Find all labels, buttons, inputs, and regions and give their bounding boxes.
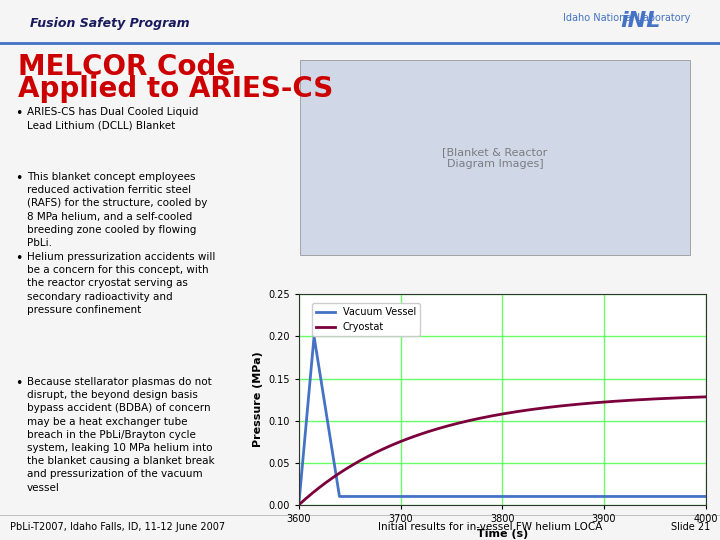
FancyBboxPatch shape bbox=[300, 60, 690, 255]
Text: Because stellarator plasmas do not
disrupt, the beyond design basis
bypass accid: Because stellarator plasmas do not disru… bbox=[27, 377, 215, 492]
Cryostat bbox=[701, 394, 710, 400]
Cryostat bbox=[296, 501, 305, 507]
Text: PbLi-T2007, Idaho Falls, ID, 11-12 June 2007: PbLi-T2007, Idaho Falls, ID, 11-12 June … bbox=[10, 522, 225, 532]
Vacuum Vessel bbox=[380, 493, 389, 500]
Text: Applied to ARIES-CS: Applied to ARIES-CS bbox=[18, 75, 333, 103]
Text: Idaho National Laboratory: Idaho National Laboratory bbox=[562, 13, 690, 23]
Cryostat bbox=[294, 502, 303, 508]
Legend: Vacuum Vessel, Cryostat: Vacuum Vessel, Cryostat bbox=[312, 303, 420, 336]
Vacuum Vessel bbox=[294, 502, 303, 508]
Text: ARIES-CS has Dual Cooled Liquid
Lead Lithium (DCLL) Blanket: ARIES-CS has Dual Cooled Liquid Lead Lit… bbox=[27, 107, 199, 130]
Y-axis label: Pressure (MPa): Pressure (MPa) bbox=[253, 352, 263, 448]
Line: Vacuum Vessel: Vacuum Vessel bbox=[299, 336, 706, 505]
Text: iNL: iNL bbox=[620, 11, 660, 31]
Text: Helium pressurization accidents will
be a concern for this concept, with
the rea: Helium pressurization accidents will be … bbox=[27, 252, 215, 315]
Text: This blanket concept employees
reduced activation ferritic steel
(RAFS) for the : This blanket concept employees reduced a… bbox=[27, 172, 207, 248]
Text: •: • bbox=[15, 252, 22, 265]
Text: Slide 21: Slide 21 bbox=[671, 522, 710, 532]
Text: Fusion Safety Program: Fusion Safety Program bbox=[30, 17, 189, 30]
Text: •: • bbox=[15, 107, 22, 120]
Vacuum Vessel bbox=[315, 366, 323, 373]
Text: •: • bbox=[15, 377, 22, 390]
Cryostat bbox=[544, 404, 552, 410]
Cryostat bbox=[535, 405, 544, 411]
Text: [Blanket & Reactor
Diagram Images]: [Blanket & Reactor Diagram Images] bbox=[442, 147, 548, 169]
Vacuum Vessel bbox=[310, 333, 318, 340]
Text: MELCOR Code: MELCOR Code bbox=[18, 53, 235, 81]
Text: Initial results for in-vessel FW helium LOCA: Initial results for in-vessel FW helium … bbox=[378, 522, 602, 532]
Vacuum Vessel bbox=[701, 493, 710, 500]
Cryostat bbox=[637, 396, 646, 403]
Cryostat bbox=[536, 405, 545, 411]
Vacuum Vessel bbox=[305, 381, 314, 388]
Vacuum Vessel bbox=[325, 433, 334, 439]
X-axis label: Time (s): Time (s) bbox=[477, 530, 528, 539]
Cryostat bbox=[663, 395, 672, 402]
Line: Cryostat: Cryostat bbox=[299, 397, 706, 505]
Vacuum Vessel bbox=[455, 493, 464, 500]
Vacuum Vessel bbox=[500, 493, 508, 500]
Text: •: • bbox=[15, 172, 22, 185]
